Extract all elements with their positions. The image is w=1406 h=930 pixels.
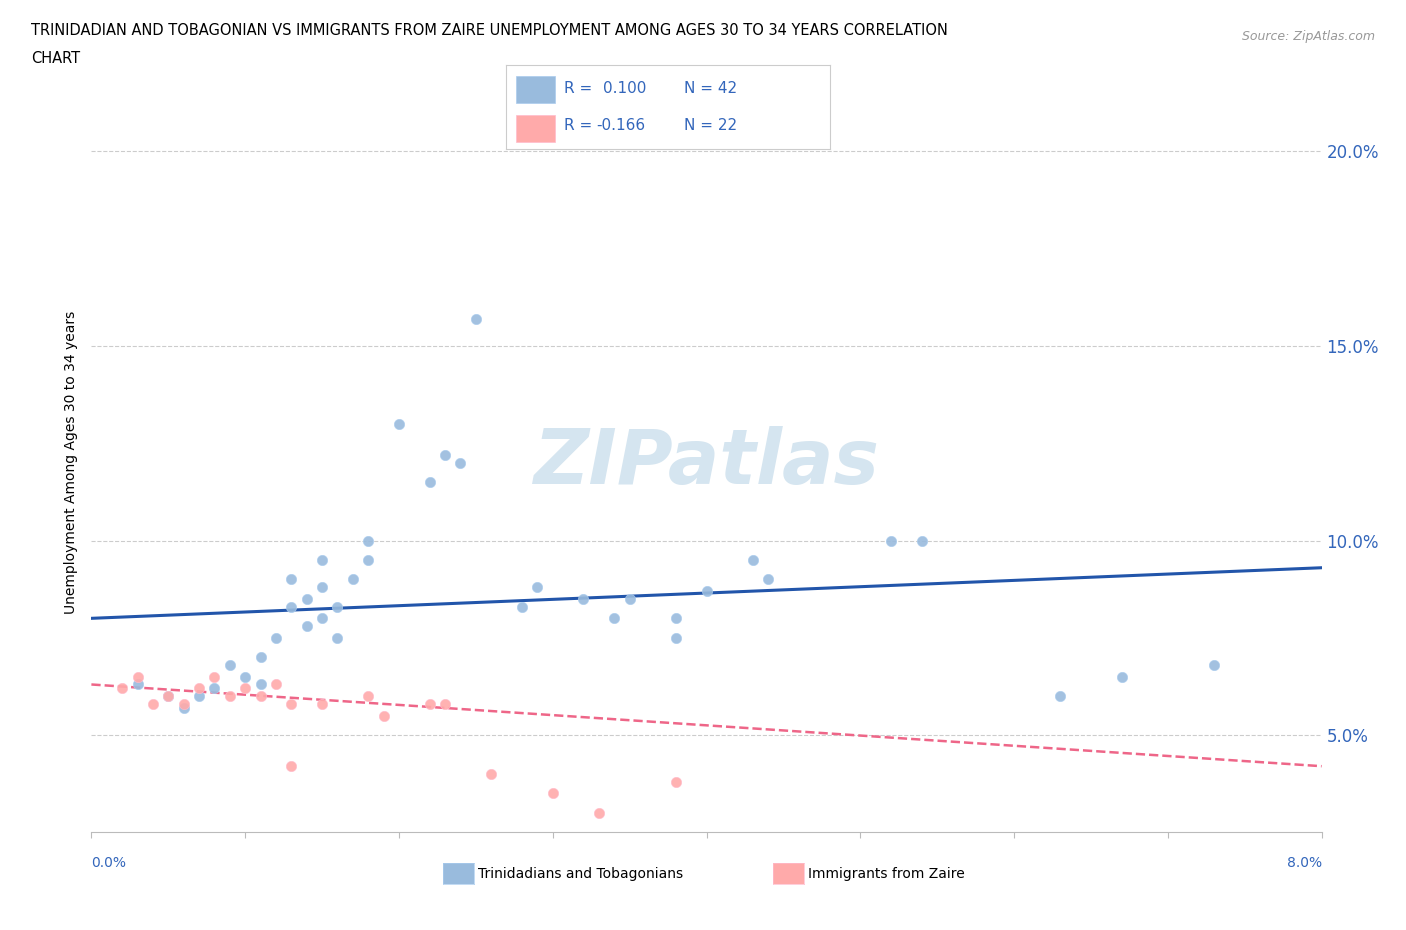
Point [880,533,903,548]
Text: 0.100: 0.100 [603,81,647,96]
Point [188,681,211,696]
Point [756,572,779,587]
Point [588,805,610,820]
Point [665,611,688,626]
Point [233,670,256,684]
Point [1202,658,1225,672]
Point [434,447,457,462]
Point [311,697,333,711]
Point [388,417,411,432]
Point [280,599,302,614]
Point [280,697,302,711]
Point [249,677,271,692]
Point [741,552,763,567]
Text: -0.166: -0.166 [596,118,645,133]
Point [202,681,225,696]
Text: N = 22: N = 22 [685,118,737,133]
Point [311,579,333,594]
Point [434,697,457,711]
Point [264,677,287,692]
Point [619,591,641,606]
Point [249,689,271,704]
Point [373,708,395,723]
Point [510,599,533,614]
Point [357,533,380,548]
Text: Trinidadians and Tobagonians: Trinidadians and Tobagonians [478,867,683,882]
Point [233,681,256,696]
Text: Immigrants from Zaire: Immigrants from Zaire [808,867,965,882]
FancyBboxPatch shape [516,115,554,142]
Point [603,611,626,626]
Point [173,697,195,711]
Point [173,700,195,715]
Text: 0.0%: 0.0% [91,856,127,870]
Point [202,670,225,684]
Point [311,552,333,567]
Point [541,786,564,801]
Point [572,591,595,606]
Point [911,533,934,548]
Text: TRINIDADIAN AND TOBAGONIAN VS IMMIGRANTS FROM ZAIRE UNEMPLOYMENT AMONG AGES 30 T: TRINIDADIAN AND TOBAGONIAN VS IMMIGRANTS… [31,23,948,38]
Point [342,572,364,587]
Point [419,697,441,711]
Point [1111,670,1133,684]
Point [665,631,688,645]
Point [479,766,502,781]
Text: R =: R = [564,118,598,133]
Point [295,618,318,633]
Point [1049,689,1071,704]
Point [218,658,240,672]
Text: N = 42: N = 42 [685,81,737,96]
Text: CHART: CHART [31,51,80,66]
Point [326,631,349,645]
Text: 8.0%: 8.0% [1286,856,1322,870]
Point [311,611,333,626]
Point [295,591,318,606]
Point [280,759,302,774]
Text: Source: ZipAtlas.com: Source: ZipAtlas.com [1241,30,1375,43]
Point [111,681,134,696]
Point [695,584,717,599]
Point [157,689,180,704]
Point [264,631,287,645]
Point [218,689,240,704]
Point [419,474,441,489]
Point [526,579,548,594]
Point [127,670,149,684]
FancyBboxPatch shape [516,76,554,103]
Point [326,599,349,614]
Point [449,456,471,471]
Point [280,572,302,587]
Point [665,775,688,790]
Point [157,689,180,704]
Point [464,312,486,326]
Point [127,677,149,692]
Text: ZIPatlas: ZIPatlas [533,426,880,499]
Point [142,697,165,711]
Point [357,689,380,704]
Y-axis label: Unemployment Among Ages 30 to 34 years: Unemployment Among Ages 30 to 34 years [65,311,79,615]
Point [188,689,211,704]
Text: R =: R = [564,81,598,96]
Point [249,650,271,665]
Point [357,552,380,567]
